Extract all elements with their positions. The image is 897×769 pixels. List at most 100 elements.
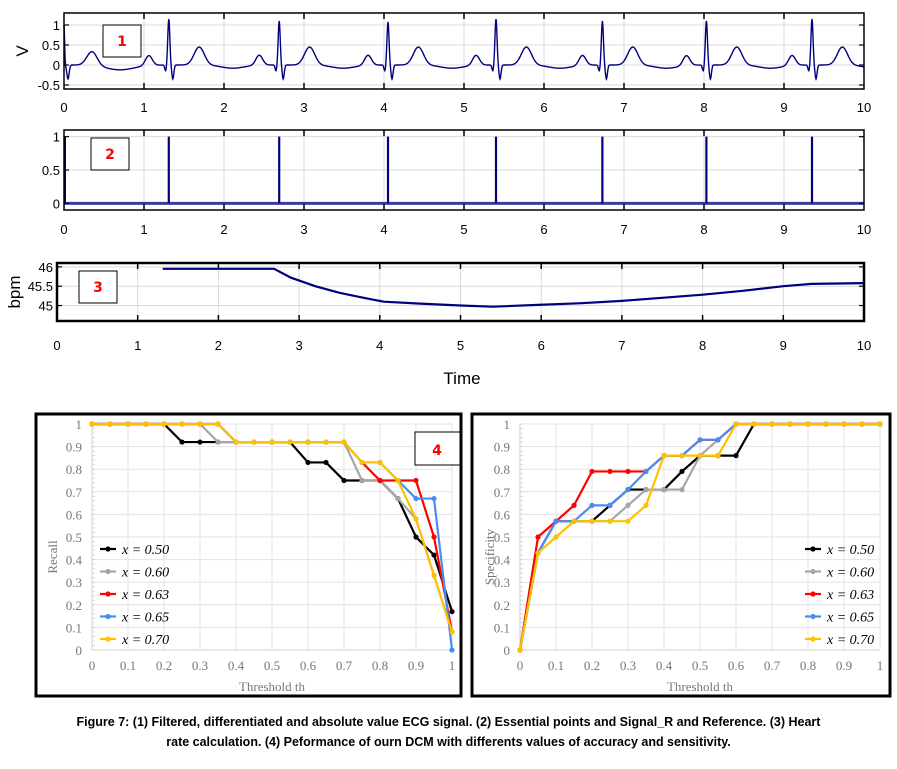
series-point [269,439,275,445]
y-tick-label: 0.8 [494,462,510,477]
y-tick-label: 0.7 [494,485,511,500]
legend-entry: x = 0.60 [826,566,874,581]
x-tick-label: 10 [857,222,871,237]
y-tick-label: 0 [53,196,60,211]
series-point [395,477,401,484]
series-point [305,459,311,466]
series-point [625,468,631,475]
y-axis-label: V [13,45,32,57]
x-tick-label: 6 [540,100,547,115]
series-point [107,421,113,427]
x-tick-label: 9 [780,338,787,353]
series-point [805,421,811,427]
series-point [413,516,419,522]
series-point [287,439,293,445]
series-point [449,629,455,635]
x-tick-label: 0 [89,658,96,673]
series-point [341,439,347,445]
series-point [589,468,595,475]
y-tick-label: 1 [76,417,83,432]
series-point [697,437,703,443]
x-tick-label: 7 [620,222,627,237]
series-point [449,608,455,615]
x-axis-label: Time [443,369,480,388]
legend-entry: x = 0.70 [826,633,874,648]
y-tick-label: 45 [39,299,53,314]
x-tick-label: 0 [53,338,60,353]
y-tick-label: 0.7 [66,485,83,500]
legend-marker [810,613,816,620]
x-tick-label: 1 [140,100,147,115]
x-tick-label: 9 [780,100,787,115]
series-point [431,534,437,540]
legend-entry: x = 0.63 [121,588,169,603]
legend-marker [105,636,111,642]
series-point [413,534,419,540]
panel-number-label: 2 [105,147,115,163]
series-point [643,502,649,508]
x-tick-label: 8 [700,222,707,237]
series-point [197,439,203,445]
y-tick-label: 0.9 [66,440,82,455]
x-tick-label: 6 [538,338,545,353]
y-tick-label: 0.3 [66,575,82,590]
x-tick-label: 0.8 [372,658,388,673]
x-tick-label: 0.7 [764,658,781,673]
y-tick-label: 0.5 [42,38,60,53]
y-tick-label: 1 [504,417,511,432]
x-tick-label: 7 [620,100,627,115]
y-tick-label: 0 [76,643,83,658]
series-point [859,421,865,427]
plot-frame [55,261,866,323]
series-point [125,421,131,427]
y-tick-label: 0.5 [494,530,510,545]
series-point [715,453,721,459]
series-point [413,477,419,484]
x-tick-label: 0 [60,222,67,237]
series-point [377,459,383,466]
y-axis-label: bpm [5,275,24,308]
x-tick-label: 1 [134,338,141,353]
y-tick-label: 0.1 [66,620,82,635]
x-tick-label: 1 [140,222,147,237]
legend-marker [810,636,816,642]
y-tick-label: 1 [53,18,60,33]
panel-number-box [102,24,142,58]
x-tick-label: 1 [449,658,456,673]
x-tick-label: 0.7 [336,658,353,673]
series-point [517,647,523,653]
x-tick-label: 7 [618,338,625,353]
legend-entry: x = 0.60 [121,566,169,581]
x-tick-label: 0.1 [548,658,564,673]
series-point [679,453,685,459]
y-tick-label: 1 [53,130,60,145]
panel-4b: 0 0.1 0.2 0.3 0.4 0.5 0.6 0.7 0.8 0.9 1 0 0.1 0.2 0.3 0… [470,412,892,698]
series-point [553,534,559,540]
series-point [787,421,793,427]
series-point [359,477,365,484]
series-point [449,647,455,653]
legend-marker [810,546,816,552]
y-tick-label: 0.2 [494,598,510,613]
series-point [607,468,613,475]
series-point [877,421,883,427]
series-point [161,421,167,427]
series-point [341,477,347,484]
series-point [589,518,595,524]
panel-number-box [78,270,118,304]
x-tick-label: 4 [380,100,387,115]
x-axis-label: Threshold th [239,679,306,694]
panel-number-label: 3 [93,280,103,296]
panel-frame [470,412,892,698]
panel-4a: 0 0.1 0.2 0.3 0.4 0.5 0.6 0.7 0.8 0.9 1 0 0.1 0.2 0.3 0… [34,412,463,698]
y-tick-label: 0.4 [494,553,511,568]
x-tick-label: 0.9 [836,658,852,673]
ecg-signal-line [63,18,865,81]
x-tick-label: 0.4 [228,658,245,673]
series-point [431,572,437,579]
series-point [323,439,329,445]
x-tick-label: 0.6 [300,658,317,673]
series-point [215,421,221,427]
legend-entry: x = 0.65 [121,611,169,626]
